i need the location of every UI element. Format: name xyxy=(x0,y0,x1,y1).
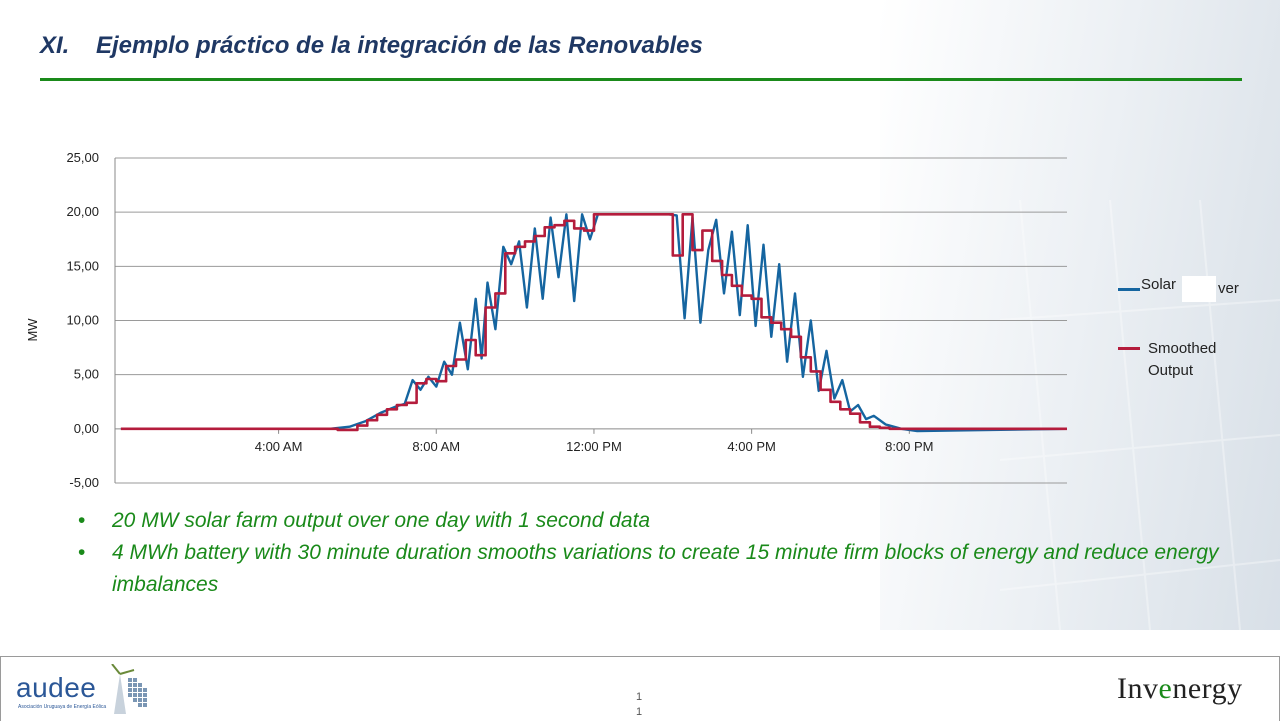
invenergy-logo-accent: e xyxy=(1158,672,1173,705)
chart-y-axis-label: MW xyxy=(25,318,40,342)
bullet-list: • 20 MW solar farm output over one day w… xyxy=(78,505,1238,601)
chart-y-tick-label: -5,00 xyxy=(69,475,99,490)
page-number-line: 1 xyxy=(636,691,643,703)
slide-title-number: XI. xyxy=(40,32,70,59)
footer-bar xyxy=(0,656,1280,721)
background-solar-panel-photo xyxy=(880,0,1280,630)
audee-logo-subtitle: Asociación Uruguaya de Energía Eólica xyxy=(18,704,107,710)
background-panel-grid xyxy=(1000,200,1280,630)
audee-logo-wordmark: audee xyxy=(16,672,97,703)
legend-label-solar-trailing: ver xyxy=(1218,280,1239,297)
chart-y-tick-label: 0,00 xyxy=(74,421,99,436)
chart-x-tick-label: 8:00 PM xyxy=(885,439,933,454)
chart-series xyxy=(120,213,1068,433)
chart-y-tick-label: 5,00 xyxy=(74,367,99,382)
page-number: 1 1 xyxy=(636,690,642,720)
chart-y-tick-label: 15,00 xyxy=(66,258,99,273)
chart-y-tick-label: 20,00 xyxy=(66,204,99,219)
bullet-text: 4 MWh battery with 30 minute duration sm… xyxy=(112,541,1219,596)
chart-x-ticks: 4:00 AM 8:00 AM 12:00 PM 4:00 PM 8:00 PM xyxy=(255,428,934,454)
page-number-line: 1 xyxy=(636,706,643,718)
chart-x-tick-label: 4:00 AM xyxy=(255,439,303,454)
series-line-solar xyxy=(120,213,1068,433)
legend-label-solar: Solar xyxy=(1141,276,1177,293)
wind-turbine-icon xyxy=(111,664,147,714)
bullet-dot: • xyxy=(78,541,86,564)
slide-title-text: Ejemplo práctico de la integración de la… xyxy=(96,32,703,59)
series-line-smoothed xyxy=(120,213,1067,432)
chart-y-ticks: 25,00 20,00 15,00 10,00 5,00 0,00 -5,00 xyxy=(66,150,99,490)
audee-logo: audee Asociación Uruguaya de Energía Eól… xyxy=(14,664,164,718)
bullet-item: • 4 MWh battery with 30 minute duration … xyxy=(78,537,1238,601)
invenergy-logo-part: Inv xyxy=(1117,672,1159,705)
chart-x-tick-label: 12:00 PM xyxy=(566,439,622,454)
bullet-dot: • xyxy=(78,509,86,532)
chart-gridlines xyxy=(114,157,1067,484)
legend-swatch-smoothed xyxy=(1118,347,1140,350)
chart-x-tick-label: 4:00 PM xyxy=(727,439,775,454)
bullet-text: 20 MW solar farm output over one day wit… xyxy=(112,509,651,532)
title-divider xyxy=(40,78,1242,81)
solar-output-chart: 25,00 20,00 15,00 10,00 5,00 0,00 -5,00 4:00 A… xyxy=(25,150,1068,490)
chart-y-tick-label: 10,00 xyxy=(66,313,99,328)
bullet-item: • 20 MW solar farm output over one day w… xyxy=(78,505,1238,537)
chart-y-tick-label: 25,00 xyxy=(66,150,99,165)
slide-title: XI. Ejemplo práctico de la integración de… xyxy=(40,32,703,60)
legend-swatch-solar xyxy=(1118,288,1140,291)
invenergy-logo: Invenergy xyxy=(1117,672,1243,706)
legend-occluder xyxy=(1182,276,1216,302)
chart-x-tick-label: 8:00 AM xyxy=(412,439,460,454)
invenergy-logo-part: nergy xyxy=(1172,672,1243,705)
legend-label-smoothed: Smoothed Output xyxy=(1148,340,1217,379)
